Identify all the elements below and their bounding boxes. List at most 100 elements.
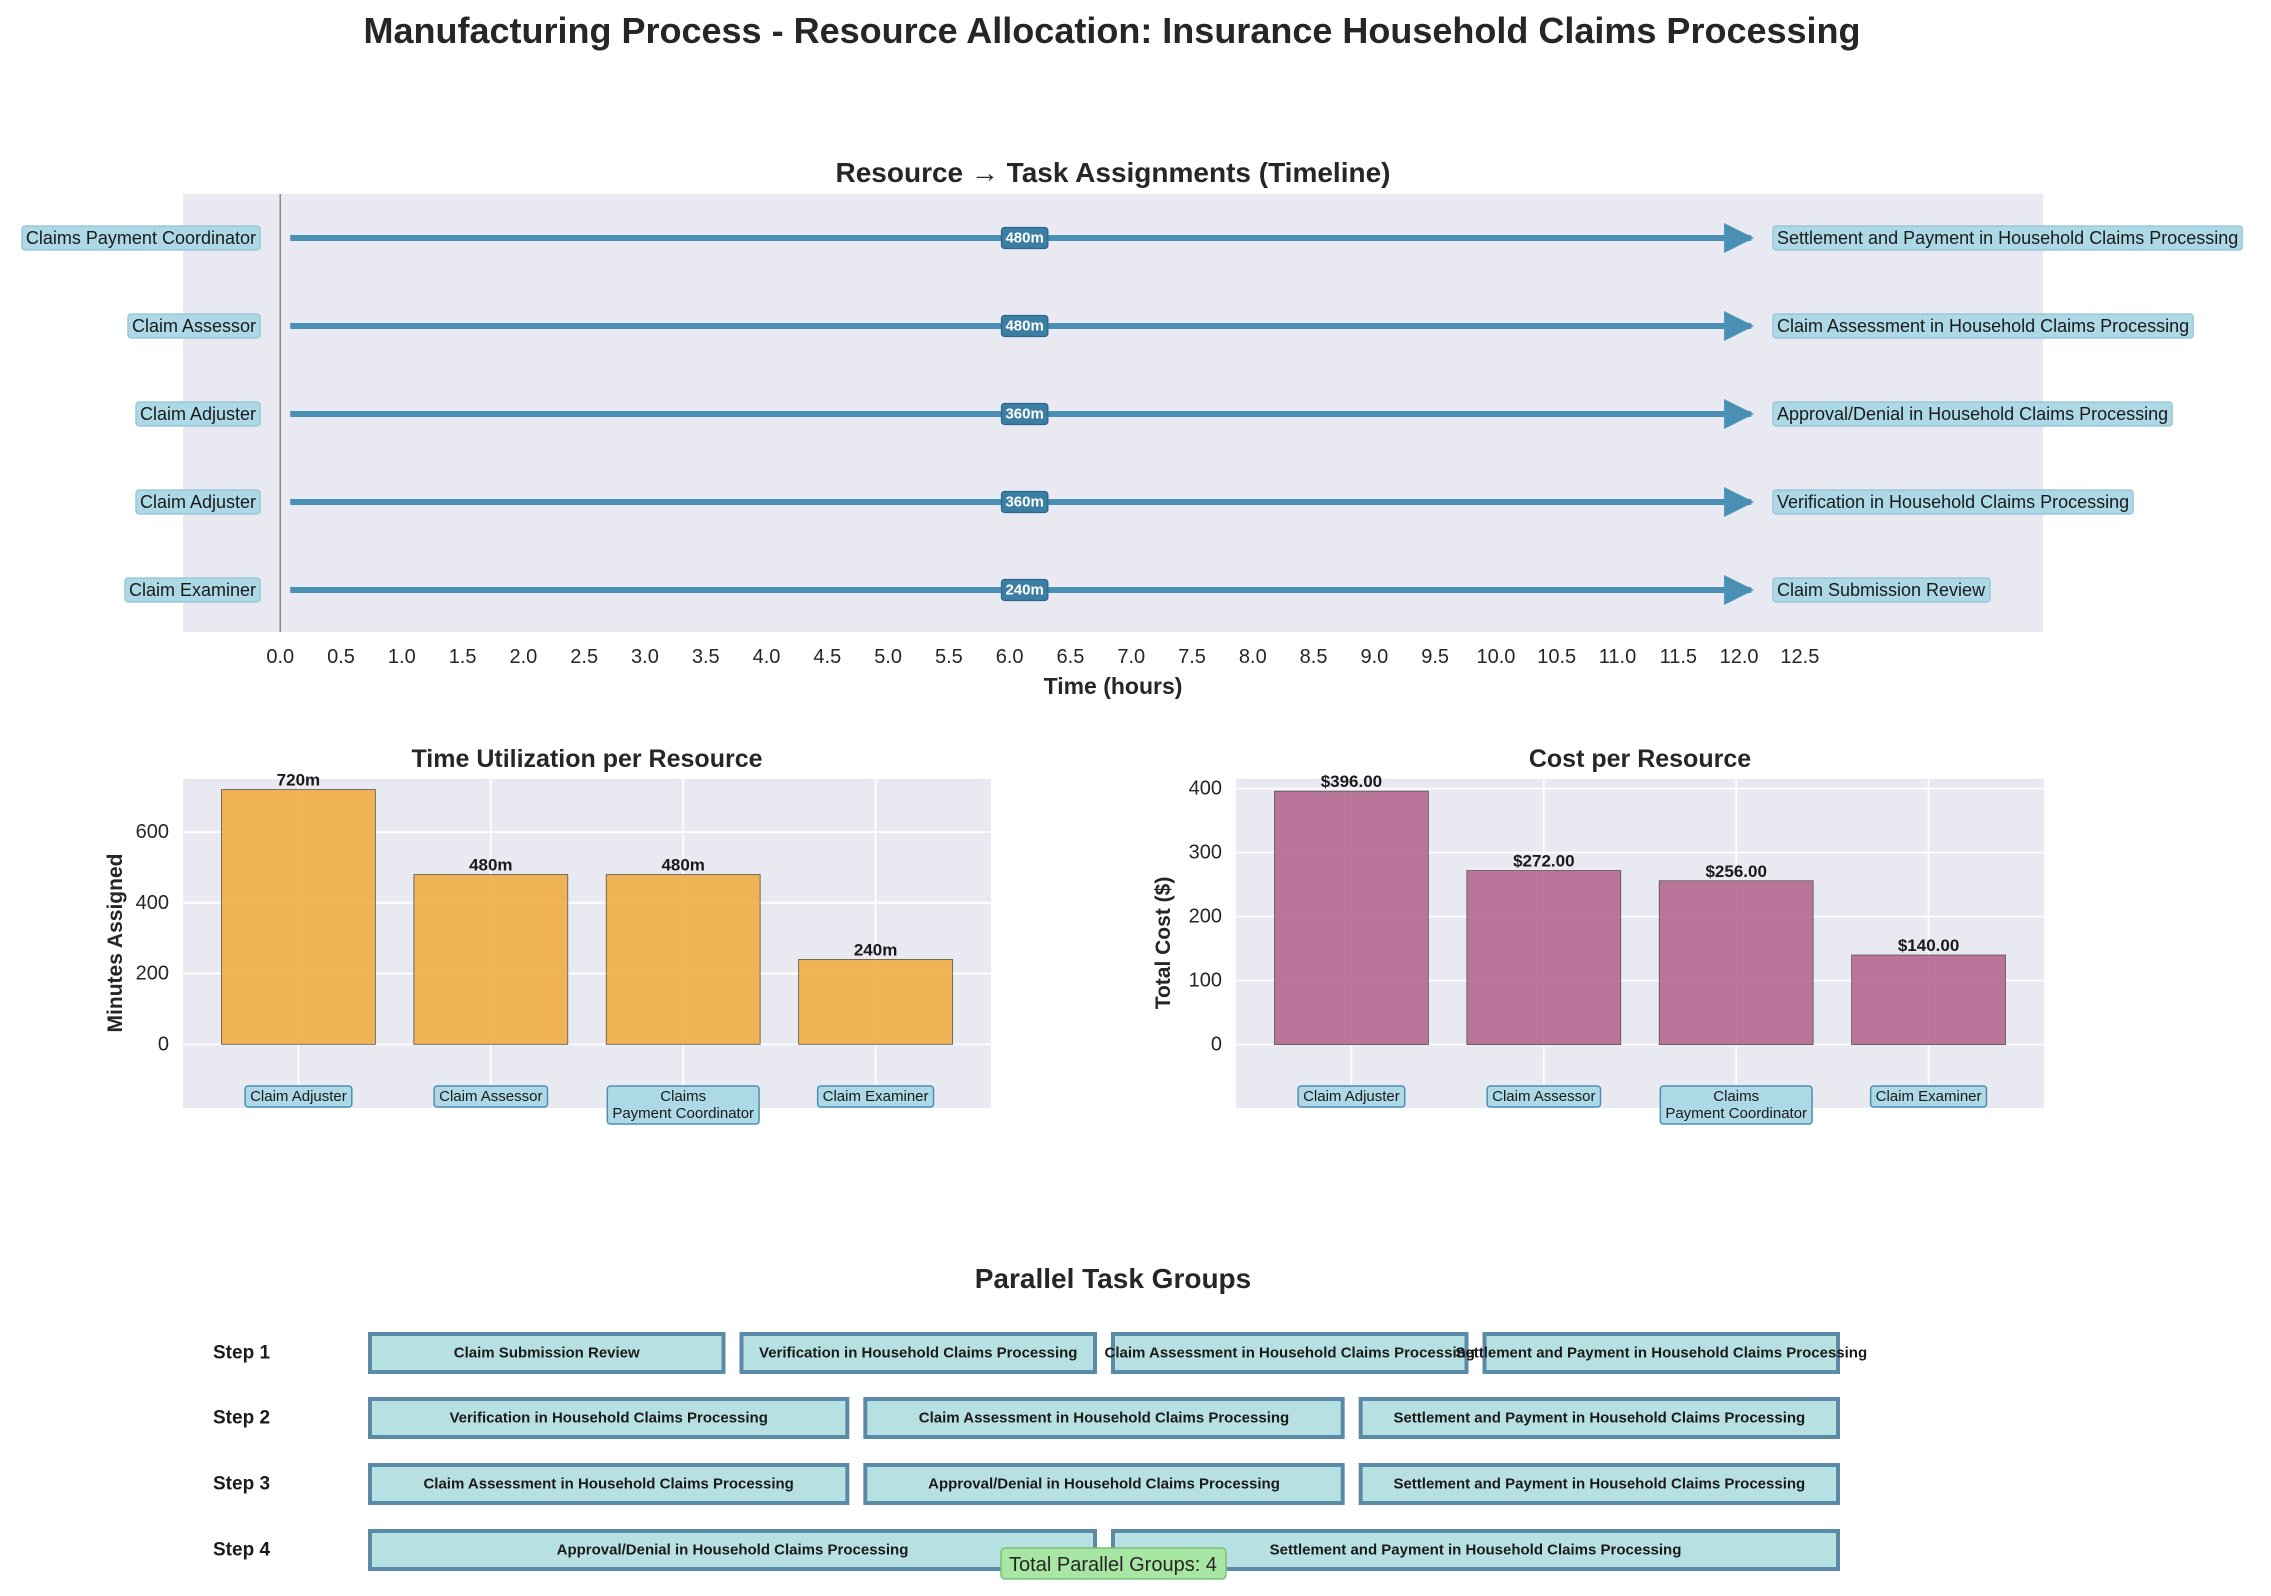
time-category-text: Claim Assessor xyxy=(439,1088,542,1105)
group-step-row: Step 2 Verification in Household Claims P… xyxy=(213,1397,1840,1439)
timeline-x-tick: 12.0 xyxy=(1720,646,1759,668)
resource-label: Claim Examiner xyxy=(124,577,261,603)
timeline-x-tick: 7.5 xyxy=(1178,646,1206,668)
group-step-label: Step 3 xyxy=(213,1474,270,1495)
task-label-box xyxy=(1772,313,2194,339)
task-label-text: Claim Assessment in Household Claims Pro… xyxy=(1777,316,2189,336)
timeline-x-tick: 3.0 xyxy=(631,646,659,668)
timeline-x-tick: 6.0 xyxy=(996,646,1024,668)
resource-label-text: Claim Adjuster xyxy=(140,492,256,512)
group-step-label: Step 1 xyxy=(213,1343,270,1364)
timeline-x-tick: 0.5 xyxy=(327,646,355,668)
timeline-row: Claims Payment Coordinator Settlement and… xyxy=(21,223,2243,253)
time-bar xyxy=(221,789,376,1045)
time-y-tick: 600 xyxy=(136,821,169,843)
duration-label: 240m xyxy=(1000,578,1049,602)
resource-label: Claim Adjuster xyxy=(135,401,261,427)
timeline-x-tick: 9.0 xyxy=(1360,646,1388,668)
parallel-groups: Parallel Task Groups Step 1 Claim Submiss… xyxy=(213,1263,1867,1580)
group-task-label: Claim Submission Review xyxy=(454,1345,640,1362)
group-task-box xyxy=(1358,1397,1840,1439)
cost-value-label: $396.00 xyxy=(1321,772,1382,791)
resource-label: Claim Adjuster xyxy=(135,489,261,515)
groups-footer-box xyxy=(1000,1547,1227,1580)
cost-category-text: Claim Assessor xyxy=(1492,1088,1595,1105)
time-category-box xyxy=(816,1085,935,1108)
duration-label-box xyxy=(1000,490,1049,514)
task-label: Claim Submission Review xyxy=(1772,577,1991,603)
cost-category-box xyxy=(1297,1085,1406,1108)
time-chart-title: Time Utilization per Resource xyxy=(411,745,762,773)
duration-label-box xyxy=(1000,314,1049,338)
resource-label: Claims Payment Coordinator xyxy=(21,225,261,251)
group-task-box xyxy=(739,1332,1097,1374)
timeline-x-tick: 12.5 xyxy=(1780,646,1819,668)
task-label: Approval/Denial in Household Claims Proc… xyxy=(1772,401,2173,427)
time-category-label: Claim Examiner xyxy=(816,1085,935,1108)
group-task-box xyxy=(1358,1463,1840,1505)
time-category-text: Claims Payment Coordinator xyxy=(612,1088,754,1122)
group-rows: Step 1 Claim Submission Review Verificatio… xyxy=(213,1332,1867,1571)
cost-bar xyxy=(1466,870,1622,1046)
group-task-box xyxy=(1482,1332,1840,1374)
time-y-tick: 200 xyxy=(136,963,169,985)
time-category-label: Claim Adjuster xyxy=(244,1085,353,1108)
group-task-box xyxy=(863,1397,1345,1439)
duration-label-text: 480m xyxy=(1005,318,1043,335)
resource-label-box xyxy=(124,577,261,603)
timeline-x-tick: 8.5 xyxy=(1300,646,1328,668)
timeline-x-tick: 5.0 xyxy=(874,646,902,668)
timeline-row: Claim Adjuster Verification in Household … xyxy=(135,487,2134,517)
cost-category-label: Claim Assessor xyxy=(1486,1085,1602,1108)
cost-category-text: Claim Examiner xyxy=(1876,1088,1982,1105)
task-label-text: Settlement and Payment in Household Clai… xyxy=(1777,228,2238,248)
group-task-box xyxy=(863,1463,1345,1505)
time-utilization-chart: Time Utilization per Resource 0 200 400 600… xyxy=(104,745,991,1125)
resource-label-text: Claim Assessor xyxy=(132,316,256,336)
duration-label: 480m xyxy=(1000,226,1049,250)
cost-y-tick: 200 xyxy=(1189,906,1222,928)
timeline-x-tick: 8.0 xyxy=(1239,646,1267,668)
time-category-text: Claim Adjuster xyxy=(250,1088,347,1105)
timeline-x-tick: 11.0 xyxy=(1599,646,1636,668)
duration-label-box xyxy=(1000,578,1049,602)
time-ylabel: Minutes Assigned xyxy=(104,854,127,1033)
cost-bar xyxy=(1658,880,1814,1046)
task-label-box xyxy=(1772,489,2134,515)
group-task-label: Claim Assessment in Household Claims Pro… xyxy=(919,1410,1289,1427)
time-bar xyxy=(413,874,569,1045)
resource-label-box xyxy=(135,401,261,427)
cost-chart: Cost per Resource 0 100 200 300 400 $396.00 C… xyxy=(1152,745,2044,1125)
cost-y-tick: 400 xyxy=(1189,778,1222,800)
figure-title: Manufacturing Process - Resource Allocat… xyxy=(363,10,1860,51)
groups-footer: Total Parallel Groups: 4 xyxy=(1000,1547,1227,1580)
group-task-label: Settlement and Payment in Household Clai… xyxy=(1393,1410,1805,1427)
cost-ylabel: Total Cost ($) xyxy=(1152,877,1175,1010)
resource-label-box xyxy=(21,225,261,251)
timeline-rows: Claims Payment Coordinator Settlement and… xyxy=(21,223,2243,605)
timeline-x-tick: 10.5 xyxy=(1537,646,1576,668)
timeline-x-tick: 6.5 xyxy=(1057,646,1085,668)
duration-label-text: 360m xyxy=(1005,406,1043,423)
timeline-row: Claim Assessor Claim Assessment in Househ… xyxy=(127,311,2194,341)
timeline-x-tick: 4.5 xyxy=(813,646,841,668)
timeline-x-tick: 1.0 xyxy=(388,646,416,668)
cost-y-tick: 100 xyxy=(1189,970,1222,992)
timeline-chart: Resource → Task Assignments (Timeline) C… xyxy=(21,157,2243,699)
timeline-x-tick: 1.5 xyxy=(449,646,477,668)
task-label: Settlement and Payment in Household Clai… xyxy=(1772,225,2243,251)
cost-bar xyxy=(1851,954,2006,1046)
cost-category-box xyxy=(1659,1085,1813,1125)
time-category-box xyxy=(433,1085,549,1108)
cost-bar xyxy=(1274,790,1429,1046)
timeline-row: Claim Examiner Claim Submission Review 240… xyxy=(124,575,1991,605)
time-y-tick: 0 xyxy=(158,1033,169,1055)
groups-footer-text: Total Parallel Groups: 4 xyxy=(1009,1554,1217,1576)
timeline-title: Resource → Task Assignments (Timeline) xyxy=(836,157,1391,188)
group-step-row: Step 3 Claim Assessment in Household Clai… xyxy=(213,1463,1840,1505)
timeline-x-tick: 11.5 xyxy=(1660,646,1697,668)
timeline-x-tick: 7.0 xyxy=(1117,646,1145,668)
resource-label-text: Claim Examiner xyxy=(129,580,256,600)
task-label-text: Verification in Household Claims Process… xyxy=(1777,492,2129,512)
timeline-x-ticks: 0.0 0.5 1.0 1.5 2.0 2.5 3.0 3.5 4.0 4.5 5.0 5.5 6.0 6… xyxy=(266,646,1819,668)
